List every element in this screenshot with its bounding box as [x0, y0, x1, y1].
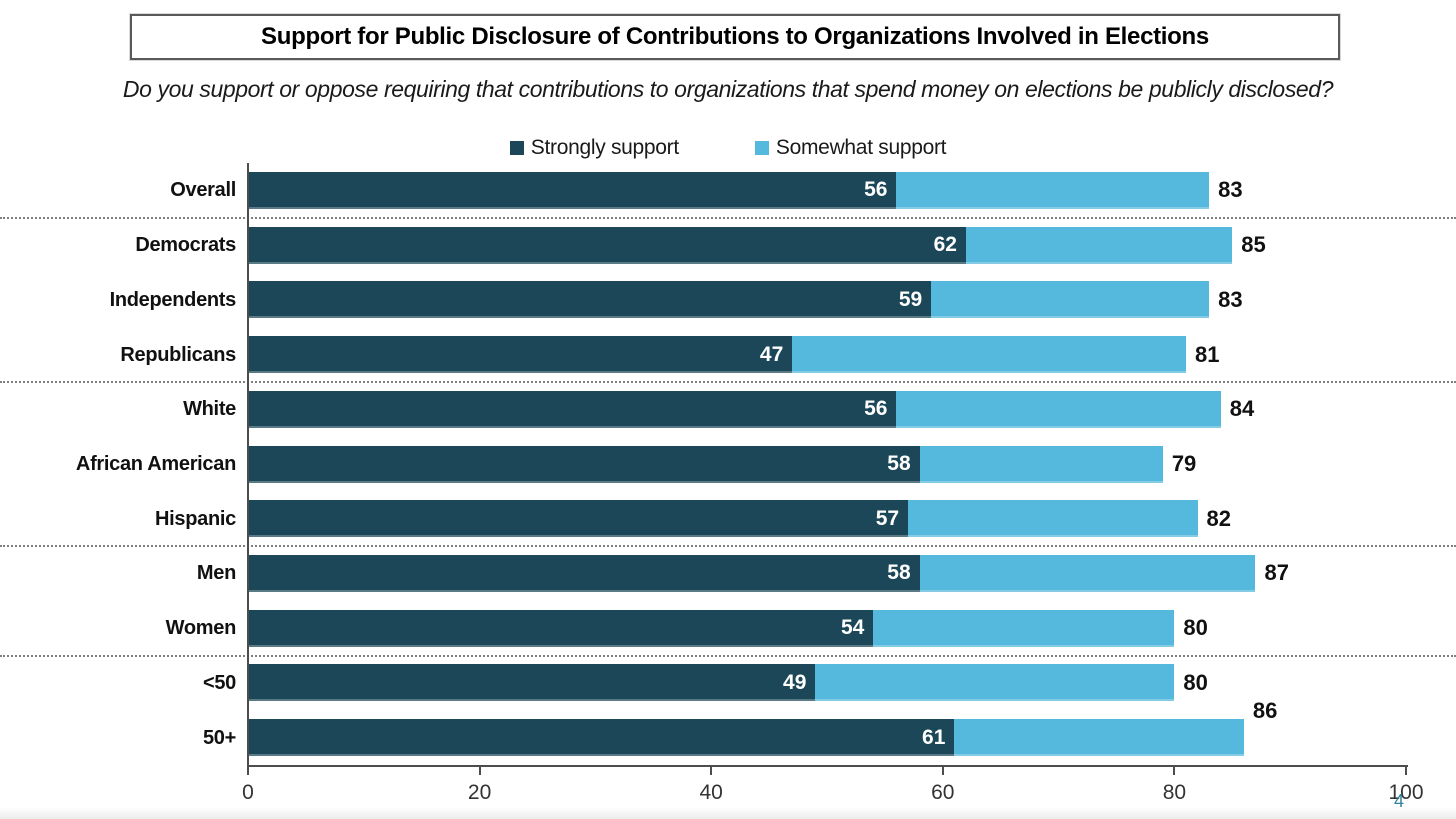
bar-strongly-support — [248, 664, 816, 702]
strong-value-label: 49 — [783, 670, 807, 694]
category-label: 50+ — [202, 726, 236, 749]
total-label: 86 — [1252, 698, 1278, 724]
group-separator — [0, 216, 1456, 219]
bar-strongly-support — [248, 226, 966, 264]
legend: Strongly support Somewhat support — [0, 136, 1456, 160]
bar-strongly-support — [248, 554, 920, 592]
strong-value-label: 54 — [840, 616, 865, 640]
strong-value-label: 57 — [875, 506, 900, 530]
total-label: 83 — [1218, 286, 1243, 312]
legend-swatch-somewhat-support — [754, 141, 769, 155]
legend-label-somewhat-support: Somewhat support — [775, 136, 947, 159]
bar-strongly-support — [248, 390, 897, 428]
bar-somewhat-support — [919, 554, 1256, 592]
bar-somewhat-support — [954, 719, 1244, 757]
x-axis-tick — [710, 767, 713, 775]
legend-swatch-strongly-support — [509, 141, 524, 155]
x-axis-tick — [1173, 767, 1176, 775]
group-separator — [0, 545, 1456, 548]
chart-title: Support for Public Disclosure of Contrib… — [261, 23, 1209, 50]
legend-label-strongly-support: Strongly support — [530, 136, 679, 159]
x-axis-tick — [941, 767, 944, 775]
strong-value-label: 58 — [887, 452, 911, 475]
bar-somewhat-support — [896, 171, 1210, 209]
x-tick-label: 60 — [931, 781, 955, 804]
category-label: Independents — [109, 288, 237, 311]
total-label: 84 — [1229, 396, 1255, 422]
bottom-fade — [0, 807, 1456, 819]
page-number: 4 — [1394, 791, 1405, 811]
total-label: 80 — [1183, 669, 1208, 695]
total-label: 81 — [1194, 341, 1220, 367]
strong-value-label: 56 — [864, 397, 888, 421]
bar-somewhat-support — [815, 664, 1175, 702]
y-axis-line — [247, 163, 249, 765]
bar-strongly-support — [248, 336, 793, 374]
total-label: 82 — [1206, 505, 1232, 531]
category-label: White — [183, 398, 236, 421]
strong-value-label: 62 — [933, 233, 957, 257]
x-axis-tick — [1405, 767, 1407, 775]
bar-somewhat-support — [873, 609, 1175, 647]
bar-strongly-support — [248, 281, 932, 319]
category-label: Republicans — [120, 343, 236, 366]
bar-strongly-support — [248, 500, 909, 538]
x-tick-label: 0 — [242, 781, 254, 804]
category-label: Democrats — [135, 234, 236, 257]
group-separator — [0, 380, 1456, 383]
total-label: 85 — [1241, 232, 1266, 258]
bar-somewhat-support — [896, 390, 1221, 428]
strong-value-label: 58 — [887, 561, 911, 585]
category-label: African American — [75, 453, 236, 475]
bar-somewhat-support — [919, 445, 1163, 483]
category-label: Hispanic — [155, 507, 236, 530]
x-tick-label: 100 — [1388, 781, 1424, 804]
x-axis-line — [247, 765, 1408, 767]
bar-somewhat-support — [792, 336, 1186, 374]
total-label: 79 — [1171, 451, 1197, 476]
total-label: 80 — [1183, 615, 1208, 641]
strong-value-label: 47 — [759, 342, 784, 366]
x-axis-tick — [247, 767, 249, 775]
strong-value-label: 59 — [898, 287, 923, 311]
total-label: 87 — [1264, 560, 1289, 586]
category-label: Overall — [170, 179, 236, 202]
legend-item-strongly-support: Strongly support — [509, 136, 679, 160]
x-tick-label: 80 — [1162, 781, 1187, 804]
x-axis-tick — [478, 767, 481, 775]
bar-somewhat-support — [931, 281, 1210, 319]
bar-strongly-support — [248, 719, 955, 757]
strong-value-label: 56 — [864, 178, 888, 202]
chart-subtitle: Do you support or oppose requiring that … — [122, 76, 1334, 102]
legend-item-somewhat-support: Somewhat support — [754, 136, 947, 160]
x-tick-label: 40 — [699, 781, 723, 804]
bar-somewhat-support — [965, 226, 1233, 264]
x-tick-label: 20 — [467, 781, 492, 804]
total-label: 83 — [1218, 177, 1243, 203]
category-label: <50 — [202, 671, 236, 694]
bar-strongly-support — [248, 445, 920, 483]
category-label: Women — [165, 617, 237, 640]
bar-somewhat-support — [908, 500, 1198, 538]
group-separator — [0, 654, 1456, 657]
chart-title-box: Support for Public Disclosure of Contrib… — [130, 14, 1340, 60]
bar-strongly-support — [248, 171, 897, 209]
bar-strongly-support — [248, 609, 874, 647]
category-label: Men — [196, 562, 236, 585]
strong-value-label: 61 — [922, 725, 946, 749]
